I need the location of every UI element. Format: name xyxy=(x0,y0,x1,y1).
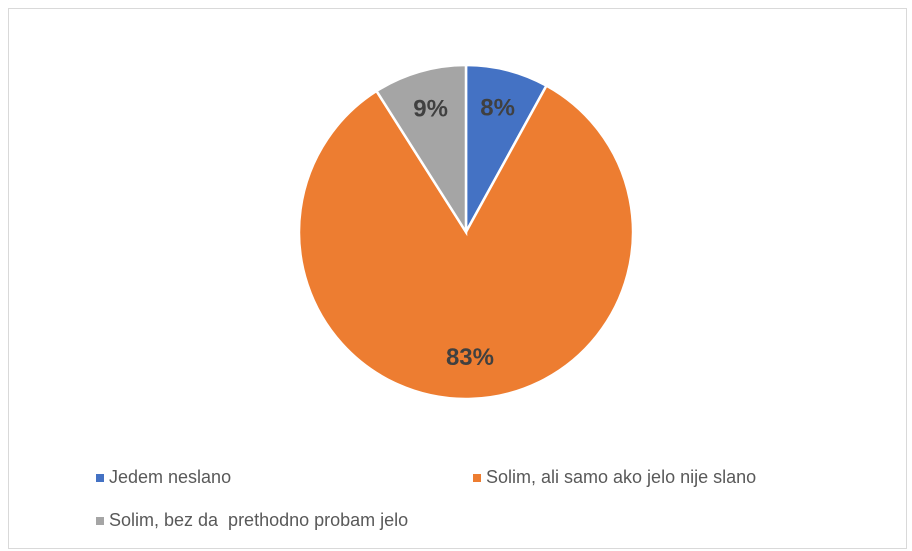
legend-label: Solim, bez da prethodno probam jelo xyxy=(109,510,408,530)
legend-marker xyxy=(473,474,481,482)
data-label: 8% xyxy=(480,94,515,121)
data-label: 83% xyxy=(446,344,494,371)
legend-label: Jedem neslano xyxy=(109,467,231,487)
legend-marker xyxy=(96,474,104,482)
legend-label: Solim, ali samo ako jelo nije slano xyxy=(486,467,756,487)
legend-marker xyxy=(96,517,104,525)
pie-slice xyxy=(374,63,468,237)
pie-slice xyxy=(297,83,635,401)
data-label: 9% xyxy=(413,95,448,122)
